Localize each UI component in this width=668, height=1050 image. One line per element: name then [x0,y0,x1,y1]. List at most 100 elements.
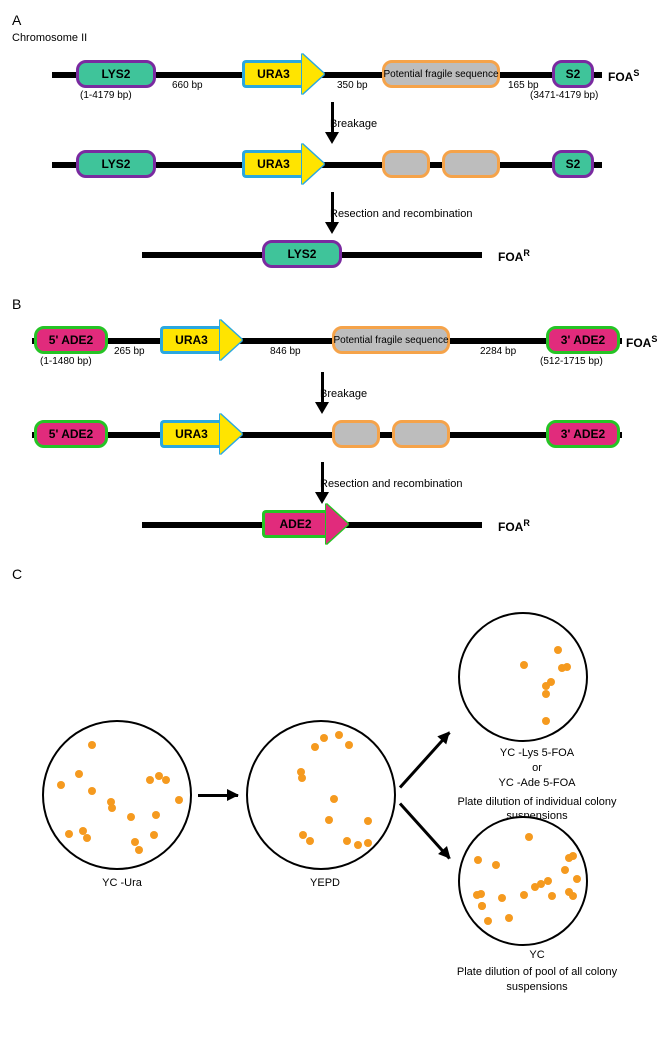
panel-c-label: C [12,566,656,582]
step-recomb-b: Resection and recombination [320,478,668,490]
colony [75,770,83,778]
ura3-head [302,54,324,94]
frag-left [382,150,430,178]
colony [573,875,581,883]
colony [150,831,158,839]
colony [335,731,343,739]
colony [505,914,513,922]
colony [492,861,500,869]
colony [325,816,333,824]
panel-b-label: B [12,296,656,312]
plate2-label: YEPD [302,876,348,891]
ura3-body: URA3 [242,60,302,88]
ade5-box: 5' ADE2 [34,326,108,354]
plate3-or: or [442,761,632,776]
colony [544,877,552,885]
panel-b: B 5' ADE2 URA3 Potential fragile sequenc… [12,296,656,552]
colony [320,734,328,742]
colony [88,787,96,795]
colony [88,741,96,749]
frag-b-left [332,420,380,448]
ura3-b: URA3 [160,326,242,354]
fragile-b: Potential fragile sequence [332,326,450,354]
colony [127,813,135,821]
foa-s-a: FOAS [608,68,639,84]
colony [563,663,571,671]
panel-b-row1: 5' ADE2 URA3 Potential fragile sequence … [12,316,656,372]
panel-b-row2: 5' ADE2 URA3 3' ADE2 [12,410,656,462]
plate-yepd [246,720,396,870]
foa-r-a: FOAR [498,248,530,264]
colony [542,682,550,690]
colony [57,781,65,789]
gap-b3: 2284 bp [480,346,516,357]
colony [542,690,550,698]
gap-a1: 660 bp [172,80,203,91]
plate-yc [458,816,588,946]
gap-b2: 846 bp [270,346,301,357]
colony [330,795,338,803]
colony [297,768,305,776]
colony [311,743,319,751]
colony [299,831,307,839]
ade2-final: ADE2 [262,510,348,538]
colony [542,717,550,725]
s2-coord: (3471-4179 bp) [530,90,598,101]
colony [345,741,353,749]
plate1-label: YC -Ura [92,876,152,891]
plate4-caption: YC Plate dilution of pool of all colony … [442,948,632,995]
arrow-c1 [198,794,238,797]
panel-a-row3: LYS2 FOAR [12,230,656,282]
gap-a2: 350 bp [337,80,368,91]
colony [520,661,528,669]
ura3-arrow: URA3 [242,60,324,88]
lys2-box-2: LYS2 [76,150,156,178]
lys2-coord: (1-4179 bp) [80,90,132,101]
ura3-arrow-2: URA3 [242,150,324,178]
ade3-box-2: 3' ADE2 [546,420,620,448]
colony [135,846,143,854]
colony [343,837,351,845]
panel-a-row2: LYS2 URA3 S2 [12,140,656,192]
foa-r-b: FOAR [498,518,530,534]
colony [306,837,314,845]
colony [65,830,73,838]
colony [477,890,485,898]
panel-c: YC -Ura YEPD YC -Lys 5-FOA or YC -Ade 5-… [12,600,656,960]
colony [561,866,569,874]
ura3-b2: URA3 [160,420,242,448]
colony [364,817,372,825]
colony [531,883,539,891]
plate3-l2: YC -Ade 5-FOA [442,776,632,791]
ade3-box: 3' ADE2 [546,326,620,354]
colony [554,646,562,654]
s2-box-2: S2 [552,150,594,178]
chromosome-label: Chromosome II [12,32,656,44]
plate-foa [458,612,588,742]
plate3-caption: YC -Lys 5-FOA or YC -Ade 5-FOA Plate dil… [442,746,632,824]
colony [354,841,362,849]
plate4-desc: Plate dilution of pool of all colony sus… [442,965,632,995]
colony [520,891,528,899]
step-recomb-a: Resection and recombination [330,208,668,220]
colony [569,852,577,860]
frag-b-right [392,420,450,448]
foa-label: FOA [608,70,633,84]
colony [474,856,482,864]
colony [83,834,91,842]
colony [152,811,160,819]
frag-right [442,150,500,178]
ade3-coord: (512-1715 bp) [540,356,603,367]
step-breakage-b: Breakage [320,388,668,400]
colony [548,892,556,900]
panel-a: A Chromosome II LYS2 URA3 Potential frag… [12,12,656,282]
plate-yc-ura [42,720,192,870]
fragile-box: Potential fragile sequence [382,60,500,88]
colony [364,839,372,847]
colony [498,894,506,902]
foa-sup: S [633,68,639,78]
foa-s-b: FOAS [626,334,657,350]
colony [484,917,492,925]
colony [175,796,183,804]
plate4-label: YC [442,948,632,963]
